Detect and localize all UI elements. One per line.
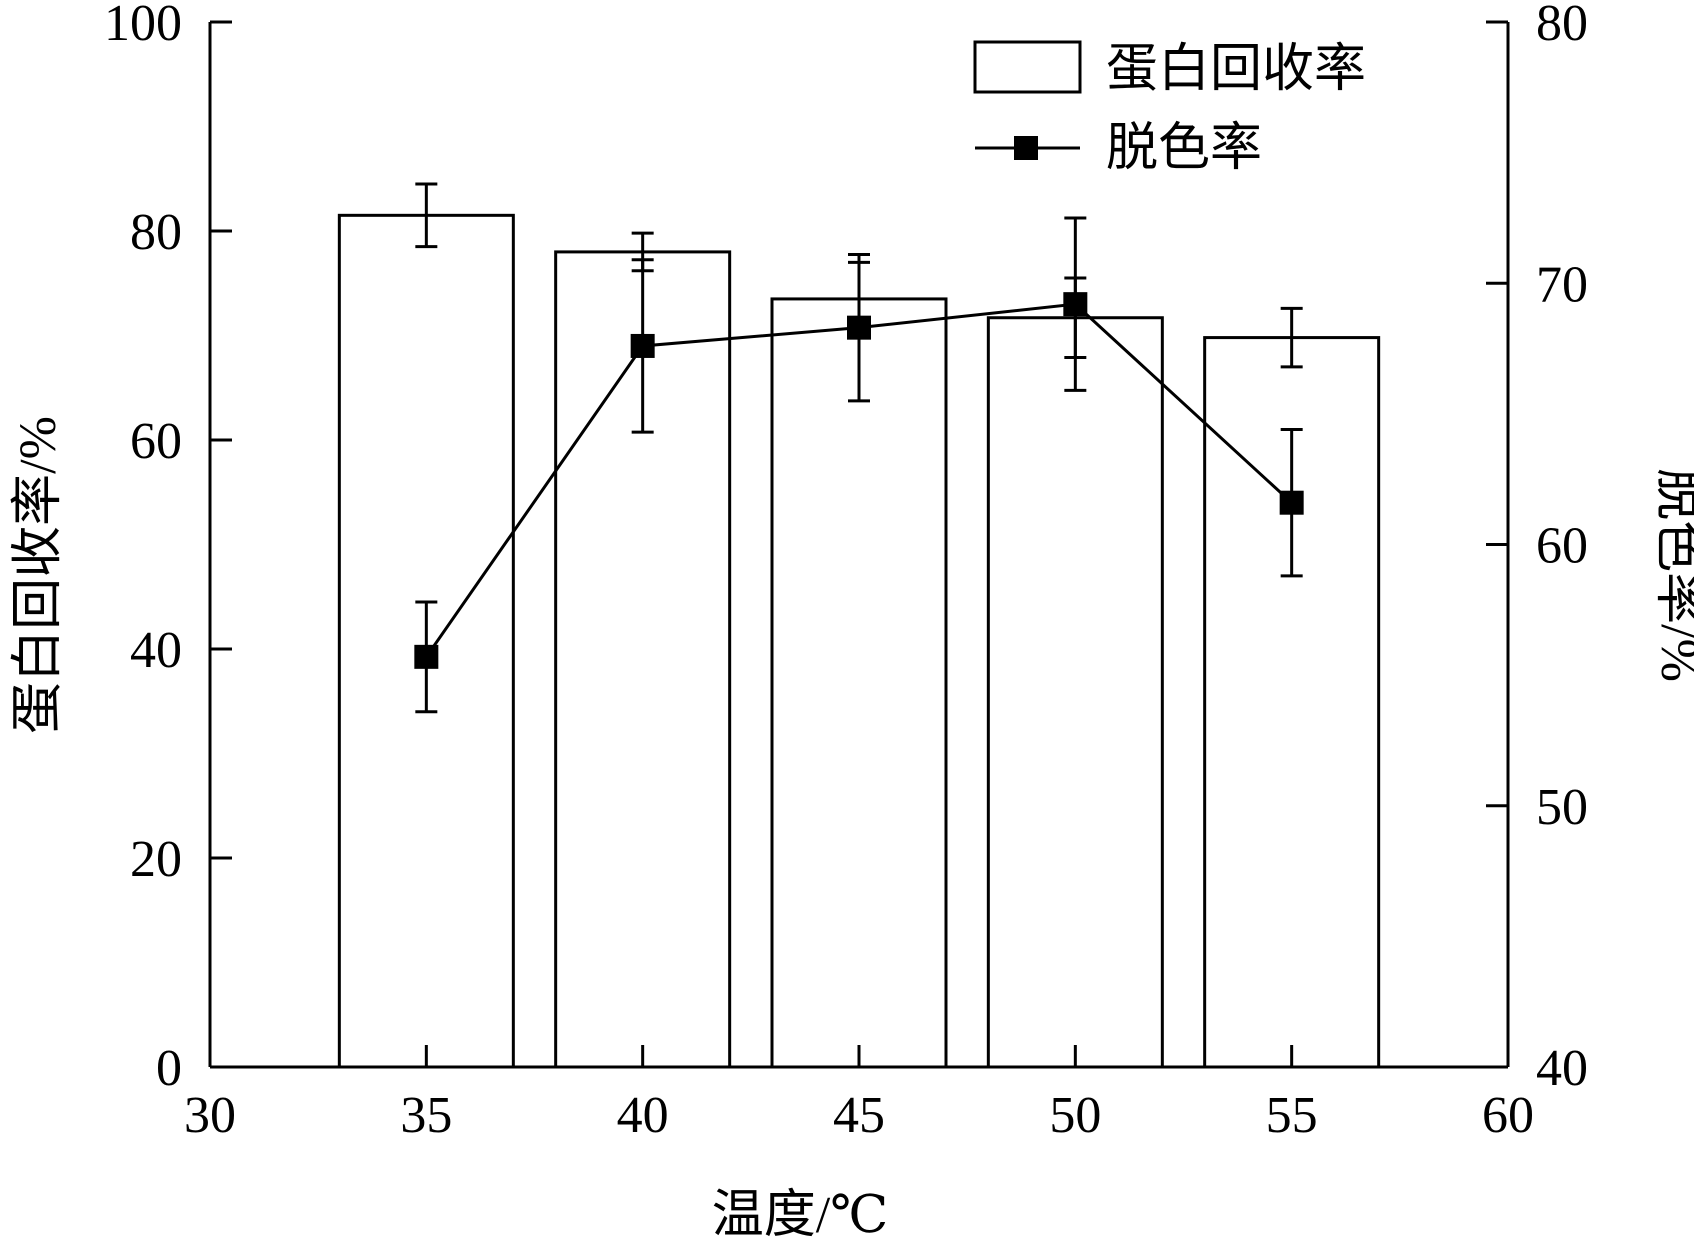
line-point-55: [1279, 490, 1304, 515]
x-tick-label-40: 40: [617, 1087, 669, 1144]
y-left-tick-label-40: 40: [130, 622, 182, 679]
legend-bar-swatch: [973, 40, 1082, 94]
bar-error-35: [415, 182, 438, 249]
x-tick-label-45: 45: [833, 1087, 885, 1144]
y-right-axis-title: 脱色率/%: [1650, 468, 1694, 682]
line-series: [414, 216, 1304, 714]
x-tick-label-55: 55: [1266, 1087, 1318, 1144]
x-tick-label-60: 60: [1482, 1087, 1534, 1144]
legend-square-marker: [1014, 136, 1038, 160]
bar-50: [986, 316, 1164, 1069]
line-point-45: [847, 315, 871, 340]
x-tick-label-50: 50: [1049, 1087, 1101, 1144]
y-right-tick-label-60: 60: [1536, 518, 1588, 575]
line-point-35: [414, 644, 439, 669]
legend-label-protein: 蛋白回收率: [1106, 41, 1366, 98]
axes: [208, 20, 1510, 1069]
bar-error-55: [1280, 306, 1303, 369]
y-left-tick-label-100: 100: [104, 0, 182, 52]
y-right-tick-label-40: 40: [1536, 1040, 1588, 1097]
x-tick-label-35: 35: [400, 1087, 452, 1144]
legend-label-decolor: 脱色率: [1106, 120, 1262, 177]
x-tick-label-30: 30: [184, 1087, 236, 1144]
y-left-axis-title: 蛋白回收率/%: [10, 416, 67, 734]
bar-45: [770, 297, 948, 1069]
x-axis-title: 温度/℃: [712, 1187, 889, 1241]
y-left-tick-label-60: 60: [130, 413, 182, 470]
line-point-50: [1063, 292, 1088, 317]
y-left-tick-label-20: 20: [130, 831, 182, 888]
legend: 蛋白回收率 脱色率: [973, 40, 1366, 177]
y-left-tick-label-80: 80: [130, 204, 182, 261]
line-point-40: [630, 333, 655, 358]
y-right-tick-label-50: 50: [1536, 779, 1588, 836]
y-right-tick-label-80: 80: [1536, 0, 1588, 52]
y-right-tick-label-70: 70: [1536, 256, 1588, 313]
y-left-tick-label-0: 0: [156, 1040, 182, 1097]
